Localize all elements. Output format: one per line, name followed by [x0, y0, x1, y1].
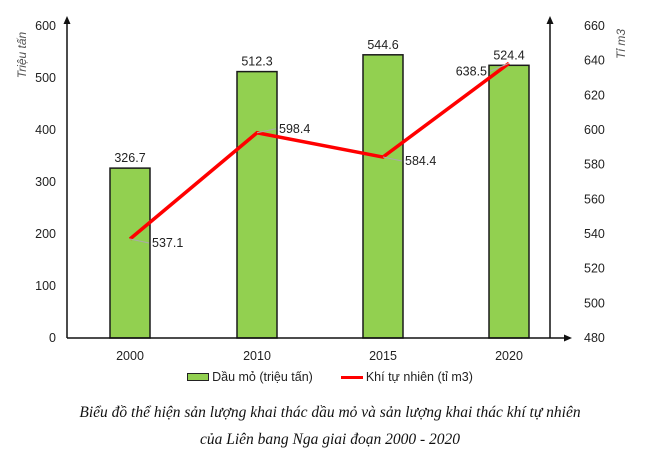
gas-label-leader: [489, 62, 510, 72]
legend-label-gas: Khí tự nhiên (tỉ m3): [365, 370, 473, 384]
left-axis-arrow-icon: [63, 16, 71, 24]
gas-line-label: 537.1: [152, 236, 183, 250]
oil-bar-label: 512.3: [241, 55, 272, 69]
x-axis-arrow-icon: [564, 334, 572, 342]
right-axis-tick: 660: [584, 19, 605, 33]
gas-label-leader: [129, 238, 150, 244]
right-axis-tick: 580: [584, 158, 605, 172]
left-axis-tick: 300: [35, 175, 56, 189]
oil-bar-label: 326.7: [114, 151, 145, 165]
legend-item-oil: Dầu mỏ (triệu tấn): [187, 370, 313, 384]
oil-bar-label: 544.6: [367, 38, 398, 52]
x-axis-tick: 2015: [369, 349, 397, 363]
left-axis-tick: 200: [35, 227, 56, 241]
right-axis-tick: 640: [584, 54, 605, 68]
oil-bar: [362, 54, 404, 339]
right-axis-tick: 600: [584, 123, 605, 137]
oil-bar-label: 524.4: [493, 48, 524, 62]
legend-label-oil: Dầu mỏ (triệu tấn): [212, 370, 313, 384]
right-axis-tick: 560: [584, 192, 605, 206]
x-axis-tick: 2010: [243, 349, 271, 363]
x-axis-tick: 2020: [495, 349, 523, 363]
line-swatch-icon: [340, 375, 363, 379]
right-axis-tick: 520: [584, 262, 605, 276]
right-axis-tick: 480: [584, 331, 605, 345]
right-axis-tick: 540: [584, 227, 605, 241]
bar-swatch-icon: [187, 373, 210, 381]
oil-bar: [488, 64, 530, 339]
gas-line-label: 638.5: [456, 64, 487, 78]
gas-label-leader: [256, 128, 277, 134]
right-axis-tick: 500: [584, 296, 605, 310]
gas-line-label: 584.4: [405, 154, 436, 168]
chart-caption-line1: Biểu đồ thể hiện sản lượng khai thác dầu…: [79, 404, 581, 421]
right-axis-title: Tỉ m3: [614, 29, 628, 59]
chart-caption-line2: của Liên bang Nga giai đoạn 2000 - 2020: [199, 431, 461, 448]
x-axis-tick: 2000: [116, 349, 144, 363]
left-axis-tick: 600: [35, 19, 56, 33]
left-axis-tick: 0: [49, 331, 56, 345]
right-axis-tick: 620: [584, 88, 605, 102]
left-axis-tick: 500: [35, 71, 56, 85]
left-axis-tick: 100: [35, 279, 56, 293]
chart-legend: Dầu mỏ (triệu tấn) Khí tự nhiên (tỉ m3): [0, 370, 660, 384]
gas-line: [128, 61, 511, 241]
gas-label-leader: [382, 156, 403, 162]
right-axis-arrow-icon: [546, 16, 554, 24]
oil-bar: [109, 167, 151, 339]
legend-item-gas: Khí tự nhiên (tỉ m3): [340, 370, 473, 384]
oil-bar: [236, 70, 278, 339]
left-axis-tick: 400: [35, 123, 56, 137]
left-axis-title: Triệu tấn: [15, 31, 29, 78]
gas-line-label: 598.4: [279, 122, 310, 136]
